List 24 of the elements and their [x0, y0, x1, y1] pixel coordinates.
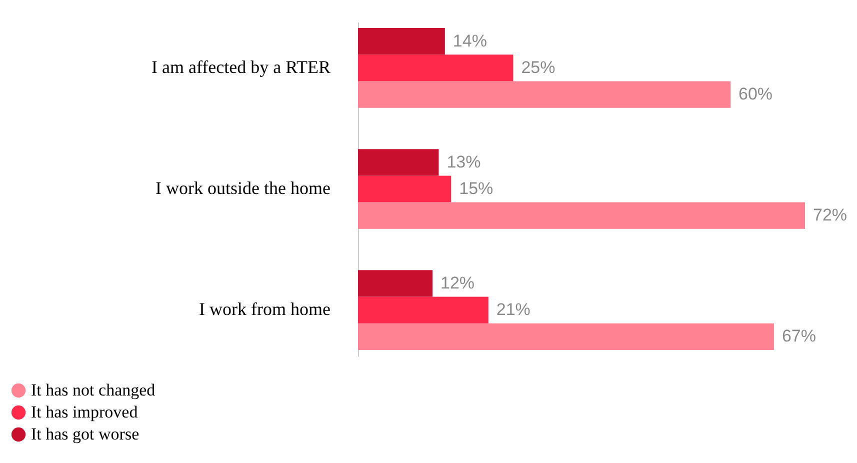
data-label: 25%	[521, 58, 556, 77]
y-tick-label: I work from home	[199, 299, 331, 320]
bar	[358, 296, 488, 324]
data-label: 60%	[738, 84, 773, 104]
bar	[358, 202, 805, 229]
data-label: 21%	[496, 300, 530, 320]
data-label: 14%	[452, 31, 487, 50]
legend-label: It has not changed	[31, 380, 156, 400]
data-label: 12%	[440, 273, 475, 292]
y-tick-label: I am affected by a RTER	[151, 56, 330, 77]
bar	[358, 176, 452, 202]
data-label: 72%	[813, 206, 848, 225]
data-label: 67%	[782, 326, 816, 346]
legend-label: It has got worse	[31, 424, 140, 444]
bar	[358, 54, 514, 82]
bar	[358, 149, 439, 176]
bar	[358, 323, 774, 350]
bar	[358, 270, 432, 297]
data-label: 13%	[446, 152, 481, 172]
bar	[358, 81, 730, 108]
y-tick-label: I work outside the home	[156, 178, 331, 198]
data-label: 15%	[459, 179, 494, 198]
bar	[358, 28, 445, 55]
legend-label: It has improved	[31, 402, 138, 422]
